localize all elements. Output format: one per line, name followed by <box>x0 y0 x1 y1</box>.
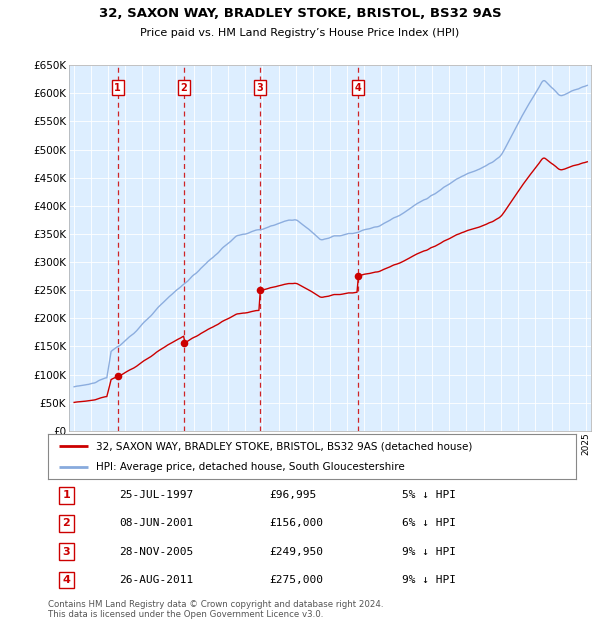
Text: 9% ↓ HPI: 9% ↓ HPI <box>402 575 456 585</box>
Text: 1: 1 <box>115 82 121 92</box>
Text: £156,000: £156,000 <box>270 518 324 528</box>
Text: 3: 3 <box>62 547 70 557</box>
Text: £249,950: £249,950 <box>270 547 324 557</box>
Text: Price paid vs. HM Land Registry’s House Price Index (HPI): Price paid vs. HM Land Registry’s House … <box>140 28 460 38</box>
Text: 5% ↓ HPI: 5% ↓ HPI <box>402 490 456 500</box>
Text: 6% ↓ HPI: 6% ↓ HPI <box>402 518 456 528</box>
Text: 08-JUN-2001: 08-JUN-2001 <box>119 518 194 528</box>
Text: 2: 2 <box>181 82 187 92</box>
Text: 9% ↓ HPI: 9% ↓ HPI <box>402 547 456 557</box>
Point <box>256 285 265 295</box>
Text: 2: 2 <box>62 518 70 528</box>
Point <box>179 338 189 348</box>
Text: 26-AUG-2011: 26-AUG-2011 <box>119 575 194 585</box>
Text: 4: 4 <box>355 82 362 92</box>
Text: 32, SAXON WAY, BRADLEY STOKE, BRISTOL, BS32 9AS: 32, SAXON WAY, BRADLEY STOKE, BRISTOL, B… <box>98 7 502 20</box>
Text: 28-NOV-2005: 28-NOV-2005 <box>119 547 194 557</box>
Text: £275,000: £275,000 <box>270 575 324 585</box>
Text: £96,995: £96,995 <box>270 490 317 500</box>
Text: 1: 1 <box>62 490 70 500</box>
Point <box>353 271 363 281</box>
Text: 3: 3 <box>257 82 263 92</box>
Text: HPI: Average price, detached house, South Gloucestershire: HPI: Average price, detached house, Sout… <box>95 463 404 472</box>
Text: 25-JUL-1997: 25-JUL-1997 <box>119 490 194 500</box>
Text: 4: 4 <box>62 575 70 585</box>
Point <box>113 371 122 381</box>
Text: Contains HM Land Registry data © Crown copyright and database right 2024.
This d: Contains HM Land Registry data © Crown c… <box>48 600 383 619</box>
Text: 32, SAXON WAY, BRADLEY STOKE, BRISTOL, BS32 9AS (detached house): 32, SAXON WAY, BRADLEY STOKE, BRISTOL, B… <box>95 441 472 451</box>
